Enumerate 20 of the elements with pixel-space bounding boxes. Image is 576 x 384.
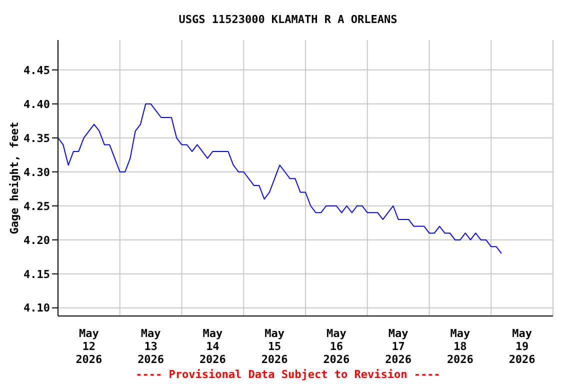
y-axis-title: Gage height, feet bbox=[8, 122, 21, 234]
y-tick-label: 4.30 bbox=[24, 166, 50, 179]
y-tick-label: 4.15 bbox=[24, 268, 50, 281]
chart-title: USGS 11523000 KLAMATH R A ORLEANS bbox=[178, 13, 398, 26]
x-tick-label: May 14 2026 bbox=[199, 327, 226, 366]
x-tick-label: May 12 2026 bbox=[76, 327, 103, 366]
text: ---- Provisional Data Subject to Revision ---- bbox=[134, 368, 442, 381]
y-tick-label: 4.45 bbox=[24, 64, 50, 77]
x-tick-label: May 17 2026 bbox=[385, 327, 412, 366]
y-tick-label: 4.40 bbox=[24, 98, 50, 111]
x-tick-label: May 15 2026 bbox=[261, 327, 288, 366]
y-tick-label: 4.25 bbox=[24, 200, 50, 213]
y-tick-label: 4.20 bbox=[24, 234, 50, 247]
line-series bbox=[58, 103, 502, 254]
x-tick-label: May 16 2026 bbox=[323, 327, 350, 366]
x-tick-label: May 13 2026 bbox=[138, 327, 164, 366]
y-tick-label: 4.10 bbox=[24, 302, 50, 315]
x-tick-label: May 19 2026 bbox=[508, 327, 536, 366]
x-tick-label: May 18 2026 bbox=[446, 327, 474, 366]
y-tick-label: 4.35 bbox=[24, 132, 50, 145]
